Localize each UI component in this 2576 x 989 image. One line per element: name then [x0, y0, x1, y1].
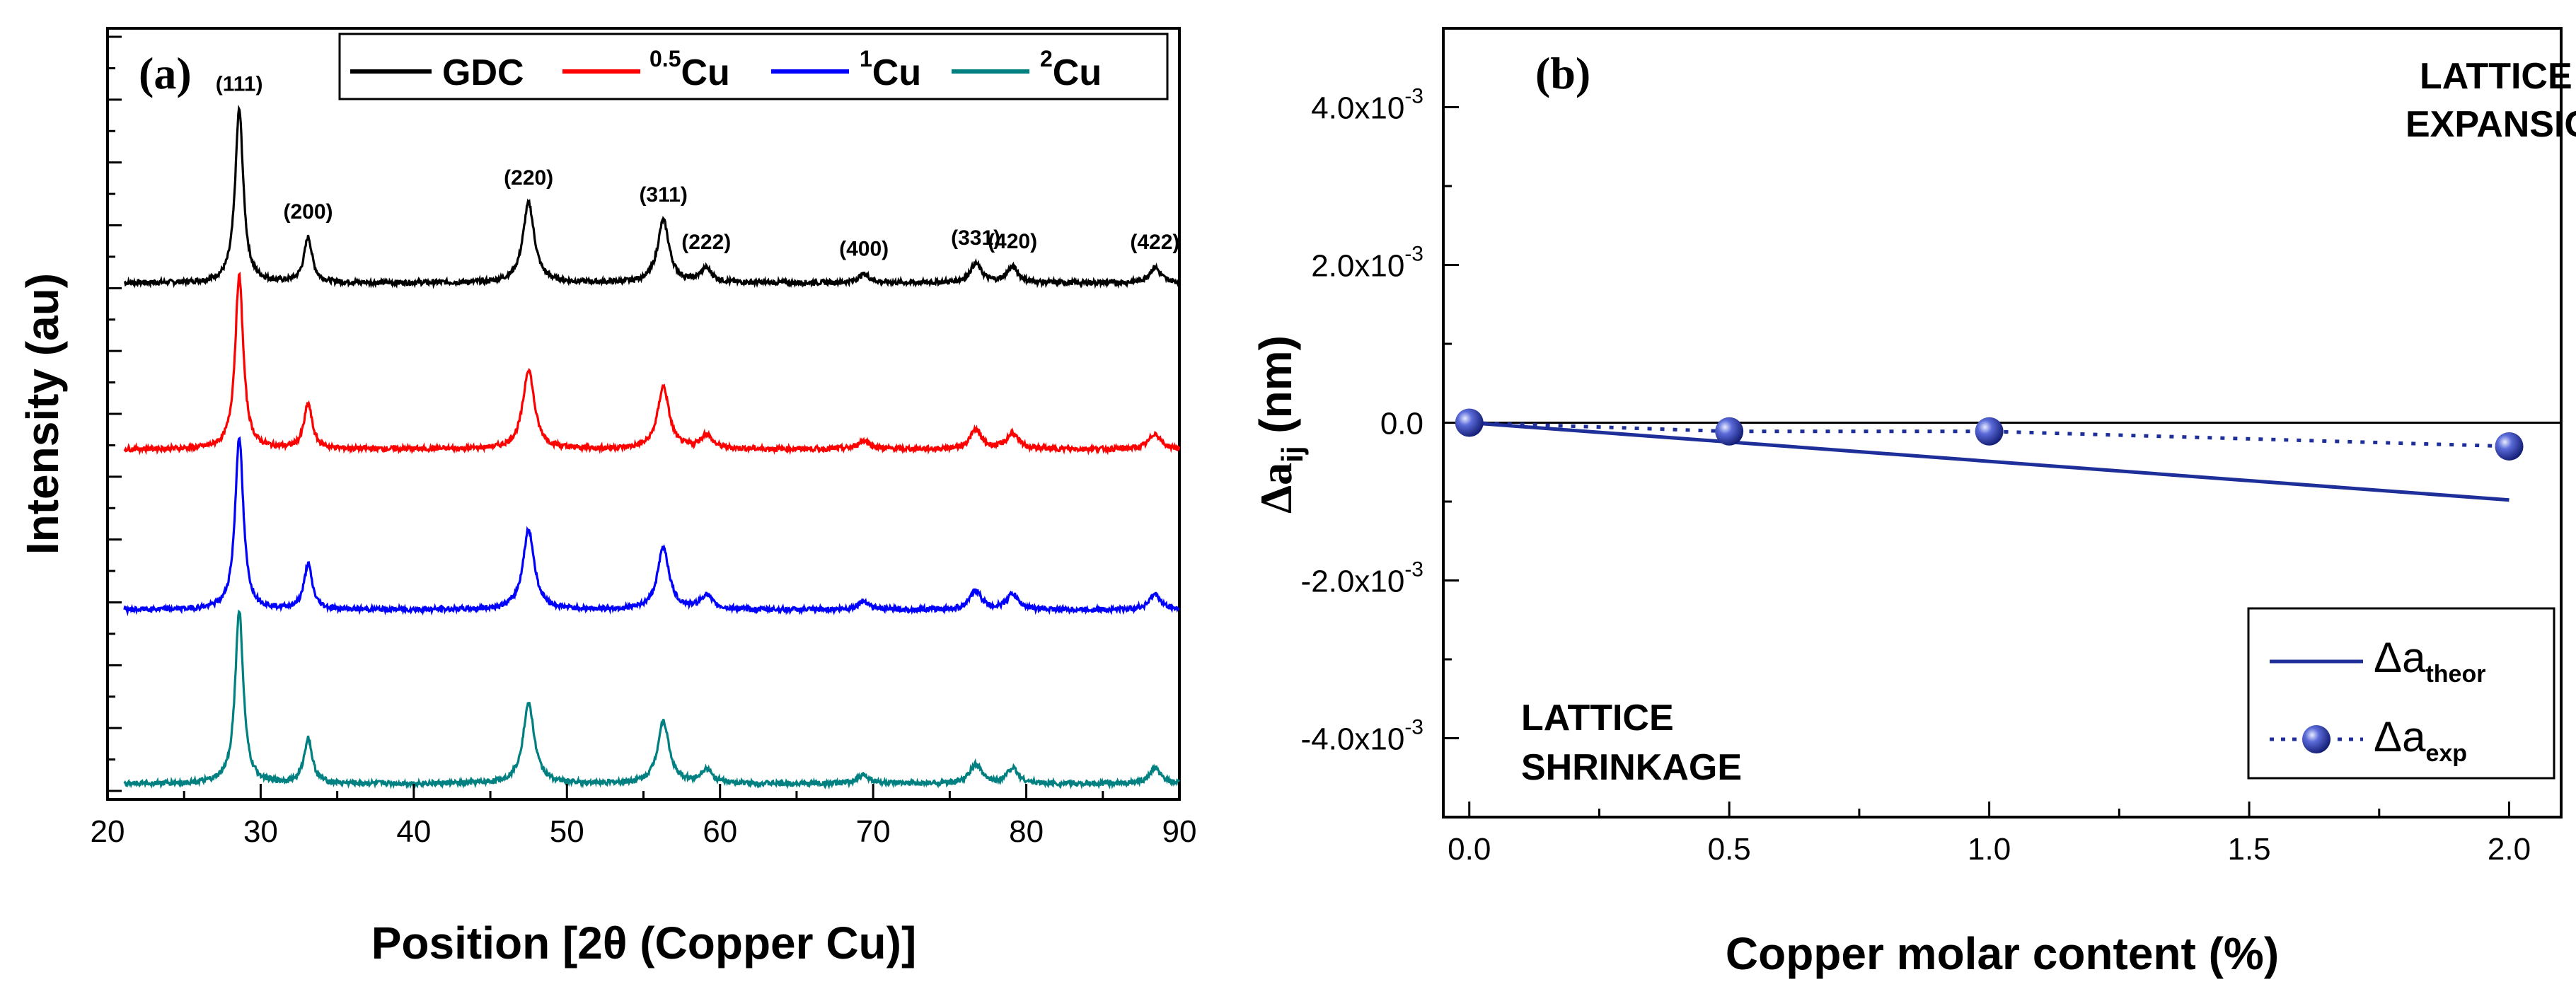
lattice-x-ticks: 0.0 0.5 1.0 1.5 2.0: [1448, 802, 2531, 867]
xrd-series-gdc: [124, 104, 1180, 289]
annotation-expansion: LATTICE EXPANSION: [2405, 56, 2576, 145]
legend-label-0.5cu: 0.5Cu: [649, 46, 730, 93]
lattice-y-tick-label: -2.0x10-3: [1301, 558, 1423, 599]
peak-label: (111): [216, 73, 263, 96]
lattice-series-group: [1455, 408, 2524, 502]
lattice-y-tick-label: 0.0: [1380, 407, 1423, 441]
xrd-x-tick-label: 50: [550, 814, 584, 849]
xrd-peak-labels: (111) (200) (220) (311) (222) (400) (331)(420)…: [216, 73, 1180, 261]
xrd-plot-frame: [106, 27, 1181, 801]
series-marker-exp: [1455, 408, 1484, 437]
legend-label-2cu: 2Cu: [1040, 46, 1102, 93]
legend-label-exp: Δaexp: [2374, 713, 2467, 767]
lattice-x-tick-label: 2.0: [2488, 832, 2531, 867]
annotation-shrinkage: LATTICE SHRINKAGE: [1521, 698, 1742, 788]
peak-label: (222): [681, 231, 731, 254]
lattice-x-tick-label: 0.0: [1448, 832, 1491, 867]
panel-label-a: (a): [139, 48, 192, 98]
xrd-series-0.5cu: [123, 271, 1181, 456]
peak-label: (331): [951, 226, 1000, 250]
xrd-x-axis-title: Position [2θ (Copper Cu)]: [371, 918, 917, 968]
panel-label-b: (b): [1535, 48, 1590, 98]
lattice-x-tick-label: 1.5: [2227, 832, 2270, 867]
peak-label: (220): [504, 166, 553, 190]
legend-label-theor: Δatheor: [2374, 634, 2485, 688]
xrd-x-tick-label: 90: [1162, 814, 1197, 849]
xrd-series-2cu: [123, 609, 1180, 790]
peak-label: (311): [639, 183, 687, 207]
legend-label-gdc: GDC: [442, 52, 524, 93]
xrd-x-tick-label: 80: [1009, 814, 1044, 849]
legend-label-1cu: 1Cu: [860, 46, 921, 93]
xrd-legend: GDC 0.5Cu 1Cu 2Cu: [338, 33, 1169, 100]
lattice-y-tick-label: 4.0x10-3: [1311, 85, 1423, 126]
series-marker-exp: [1975, 417, 2004, 446]
lattice-x-tick-label: 1.0: [1968, 832, 2011, 867]
xrd-series-group: [123, 104, 1181, 790]
xrd-x-tick-label: 30: [243, 814, 278, 849]
xrd-series-1cu: [123, 436, 1180, 617]
peak-label: (420): [988, 230, 1037, 253]
lattice-y-axis-title: Δaij (nm): [1250, 335, 1309, 514]
xrd-legend-box: [338, 33, 1169, 100]
lattice-y-tick-label: 2.0x10-3: [1311, 243, 1423, 284]
series-line-exp: [1469, 421, 2509, 449]
series-line-theor: [1469, 421, 2509, 502]
peak-label: (422): [1130, 231, 1179, 254]
lattice-y-tick-label: -4.0x10-3: [1301, 716, 1423, 757]
peak-label: (400): [839, 237, 889, 260]
xrd-x-tick-label: 40: [396, 814, 431, 849]
xrd-y-ticks: [108, 35, 122, 792]
lattice-legend-box: [2247, 607, 2555, 780]
xrd-y-axis-title: Intensity (au): [17, 273, 68, 555]
lattice-y-ticks: 4.0x10-3 2.0x10-3 0.0 -2.0x10-3 -4.0x10-3: [1301, 85, 1459, 757]
xrd-x-tick-label: 70: [856, 814, 891, 849]
lattice-x-axis-title: Copper molar content (%): [1726, 928, 2279, 979]
series-marker-exp: [1715, 417, 1744, 446]
legend-marker-exp: [2302, 725, 2330, 753]
series-marker-exp: [2495, 432, 2524, 461]
xrd-chart: 20 30 40 50 60 70 80 90 (111) (200) (220) (311) (22…: [17, 27, 1197, 968]
xrd-x-tick-label: 20: [91, 814, 125, 849]
xrd-x-ticks: 20 30 40 50 60 70 80 90: [91, 784, 1197, 849]
lattice-legend: Δatheor Δaexp: [2247, 607, 2555, 780]
xrd-x-tick-label: 60: [703, 814, 737, 849]
peak-label: (200): [283, 200, 333, 224]
lattice-chart: 0.0 0.5 1.0 1.5 2.0 4.0x10-3 2.0x10-3 0.0 -2.0x…: [1250, 27, 2576, 979]
lattice-x-tick-label: 0.5: [1708, 832, 1751, 867]
